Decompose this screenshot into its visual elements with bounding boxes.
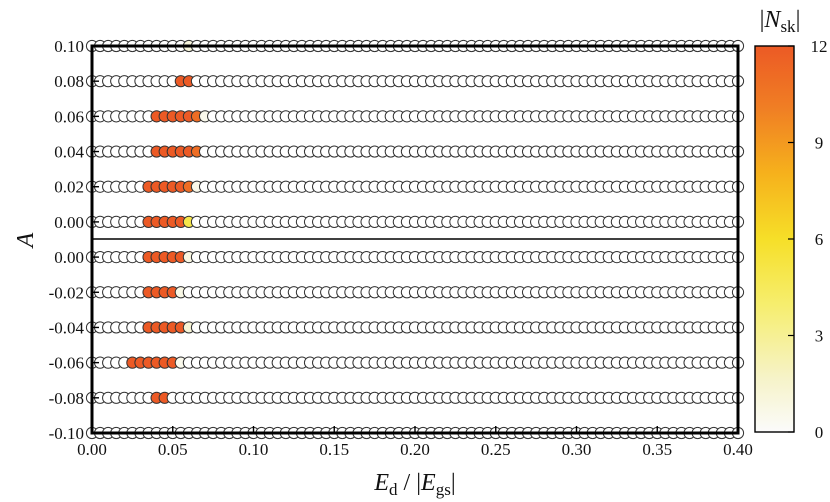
x-title-end: | bbox=[451, 470, 456, 496]
x-title-main2: E bbox=[420, 470, 436, 496]
x-tick-label: 0.30 bbox=[562, 440, 592, 459]
x-title-main: E bbox=[373, 470, 389, 496]
colorbar bbox=[754, 45, 795, 433]
colorbar-ticks: 0 3 6 9 12 bbox=[788, 37, 828, 442]
y-tick-label: 0.00 bbox=[54, 248, 84, 267]
y-tick-label: -0.10 bbox=[49, 424, 84, 443]
x-tick-label: 0.15 bbox=[319, 440, 349, 459]
y-tick-label: -0.04 bbox=[49, 318, 85, 337]
x-tick-label: 0.10 bbox=[239, 440, 269, 459]
colorbar-title: |Nsk| bbox=[760, 7, 801, 36]
axis-ticks: 0.00 0.05 0.10 0.15 0.20 0.25 0.30 0.35 0.40 0.10… bbox=[49, 37, 753, 459]
colorbar-tick-label: 9 bbox=[815, 134, 824, 153]
x-axis-title: Ed / |Egs| bbox=[373, 470, 455, 499]
data-markers bbox=[85, 39, 745, 440]
y-tick-label: 0.06 bbox=[54, 107, 84, 126]
y-tick-label: 0.08 bbox=[54, 72, 84, 91]
y-tick-label: 0.00 bbox=[54, 213, 84, 232]
y-tick-label: -0.06 bbox=[49, 354, 84, 373]
y-tick-label: 0.10 bbox=[54, 37, 84, 56]
colorbar-tick-label: 3 bbox=[815, 327, 824, 346]
y-tick-label: 0.02 bbox=[54, 178, 84, 197]
x-tick-label: 0.00 bbox=[77, 440, 107, 459]
x-tick-label: 0.40 bbox=[723, 440, 753, 459]
cb-title-open: | bbox=[760, 7, 765, 33]
x-tick-label: 0.35 bbox=[642, 440, 672, 459]
cb-title-sub: sk bbox=[780, 17, 796, 36]
colorbar-tick-label: 6 bbox=[815, 230, 824, 249]
cb-title-main: N bbox=[763, 7, 782, 33]
y-axis-title: A bbox=[13, 232, 39, 249]
colorbar-tick-label: 0 bbox=[815, 423, 824, 442]
x-tick-label: 0.05 bbox=[158, 440, 188, 459]
y-tick-label: 0.04 bbox=[54, 143, 84, 162]
x-tick-label: 0.25 bbox=[481, 440, 511, 459]
colorbar-tick-label: 12 bbox=[811, 37, 828, 56]
x-title-sub: d bbox=[389, 480, 398, 499]
cb-title-close: | bbox=[796, 7, 801, 33]
y-tick-label: -0.08 bbox=[49, 389, 84, 408]
y-tick-label: -0.02 bbox=[49, 283, 84, 302]
x-tick-label: 0.20 bbox=[400, 440, 430, 459]
x-title-mid: / | bbox=[398, 470, 421, 496]
x-title-sub2: gs bbox=[436, 480, 451, 499]
